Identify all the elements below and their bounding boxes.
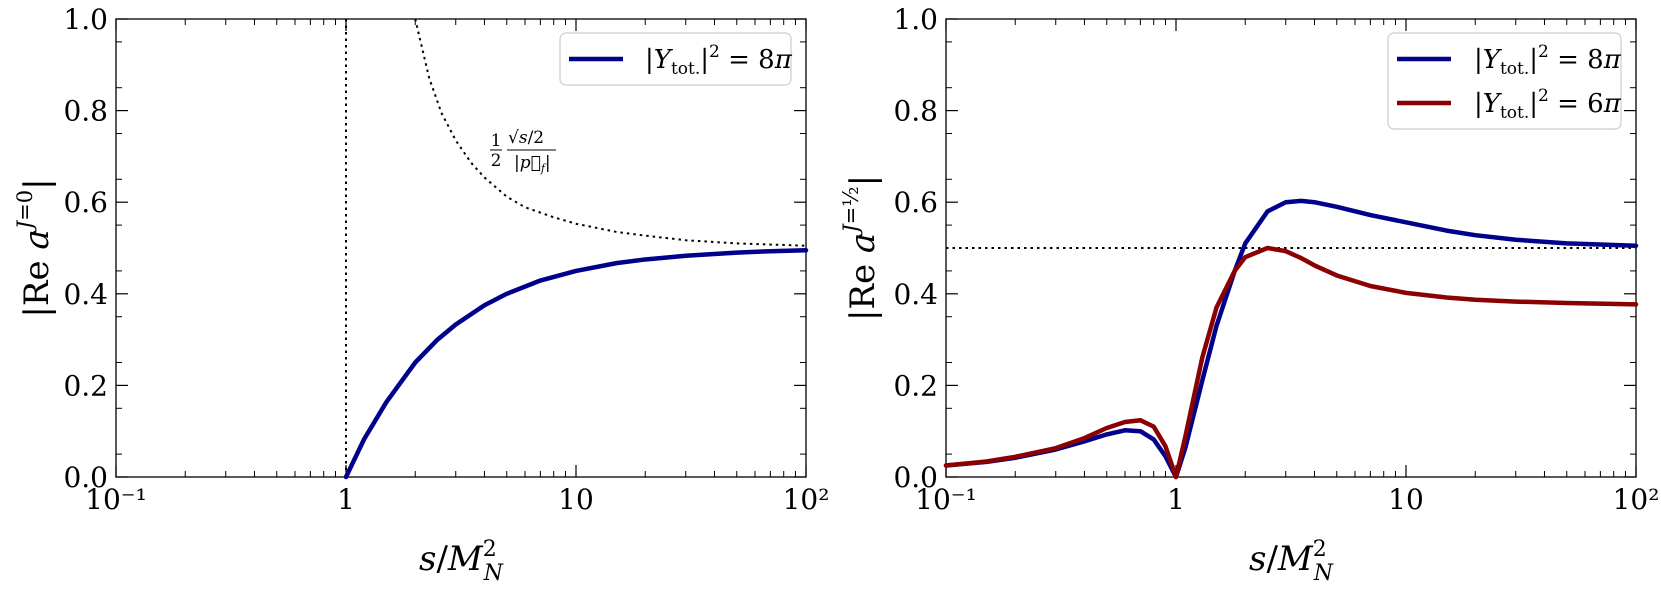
y-tick-label: 0.0	[63, 461, 108, 494]
right-chart: 10⁻¹ 1 10 10² 0.0 0.2 0.4 0.6 0.8 1.0 |Ytot.|2 =…	[839, 3, 1659, 586]
legend-label-8pi: |Ytot.|2 = 8π	[1474, 42, 1622, 79]
series-lines	[343, 248, 809, 480]
svg-text:√s/2: √s/2	[508, 128, 544, 148]
plot-frame	[115, 18, 807, 478]
y-tick-labels: 0.0 0.2 0.4 0.6 0.8 1.0	[63, 3, 108, 494]
y-tick-label: 0.6	[893, 186, 938, 219]
y-tick-label: 0.6	[63, 186, 108, 219]
series-line-1	[943, 245, 1639, 480]
legend-label-8pi: |Ytot.|2 = 8π	[645, 42, 793, 79]
minor-ticks	[946, 19, 1636, 477]
legend: |Ytot.|2 = 8π	[559, 32, 793, 86]
y-tick-label: 0.2	[893, 369, 938, 402]
svg-text:1: 1	[491, 131, 502, 151]
x-tick-label: 10⁻¹	[915, 483, 977, 516]
x-tick-label: 10²	[783, 483, 830, 516]
major-ticks	[945, 18, 1637, 478]
y-tick-label: 0.4	[893, 278, 938, 311]
x-tick-labels: 10⁻¹ 1 10 10²	[85, 483, 829, 516]
x-tick-label: 10	[1388, 483, 1424, 516]
left-chart: 10⁻¹ 1 10 10² 0.0 0.2 0.4 0.6 0.8 1.0 1 2 √s/2 |…	[13, 3, 829, 586]
series-line-0	[343, 248, 809, 480]
series-line-0	[943, 198, 1639, 480]
y-axis-title: |Re aJ=½|	[839, 175, 883, 321]
x-tick-label: 10⁻¹	[85, 483, 147, 516]
y-tick-label: 0.8	[893, 95, 938, 128]
y-axis-title: |Re aJ=0|	[13, 178, 57, 317]
legend: |Ytot.|2 = 8π |Ytot.|2 = 6π	[1387, 32, 1622, 130]
x-tick-label: 1	[1167, 483, 1185, 516]
series-lines	[943, 198, 1639, 480]
svg-text:|p⃗f|: |p⃗f|	[514, 153, 551, 175]
y-tick-label: 0.4	[63, 278, 108, 311]
y-tick-label: 0.0	[893, 461, 938, 494]
x-tick-label: 10²	[1613, 483, 1660, 516]
x-tick-label: 10	[558, 483, 594, 516]
dotted-curve-annotation: 1 2 √s/2 |p⃗f|	[490, 128, 556, 175]
y-tick-label: 0.2	[63, 369, 108, 402]
y-tick-label: 0.8	[63, 95, 108, 128]
y-tick-labels: 0.0 0.2 0.4 0.6 0.8 1.0	[893, 3, 938, 494]
dotted-reference-curve	[414, 18, 807, 247]
legend-box	[559, 32, 792, 86]
major-ticks	[115, 18, 807, 478]
x-tick-labels: 10⁻¹ 1 10 10²	[915, 483, 1659, 516]
x-axis-title: s/M2 N	[419, 537, 504, 586]
reference-lines	[345, 18, 807, 477]
x-tick-label: 1	[337, 483, 355, 516]
minor-ticks	[116, 19, 806, 477]
y-tick-label: 1.0	[893, 3, 938, 36]
x-axis-title: s/M2 N	[1249, 537, 1334, 586]
y-tick-label: 1.0	[63, 3, 108, 36]
svg-text:2: 2	[491, 151, 502, 171]
legend-label-6pi: |Ytot.|2 = 6π	[1474, 86, 1622, 123]
